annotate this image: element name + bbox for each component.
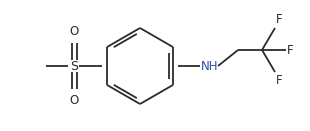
Text: F: F	[276, 13, 283, 26]
Text: F: F	[287, 43, 294, 56]
Text: NH: NH	[201, 59, 219, 72]
Text: F: F	[276, 74, 283, 87]
Text: S: S	[70, 59, 78, 72]
Text: O: O	[69, 25, 79, 38]
Text: O: O	[69, 94, 79, 107]
